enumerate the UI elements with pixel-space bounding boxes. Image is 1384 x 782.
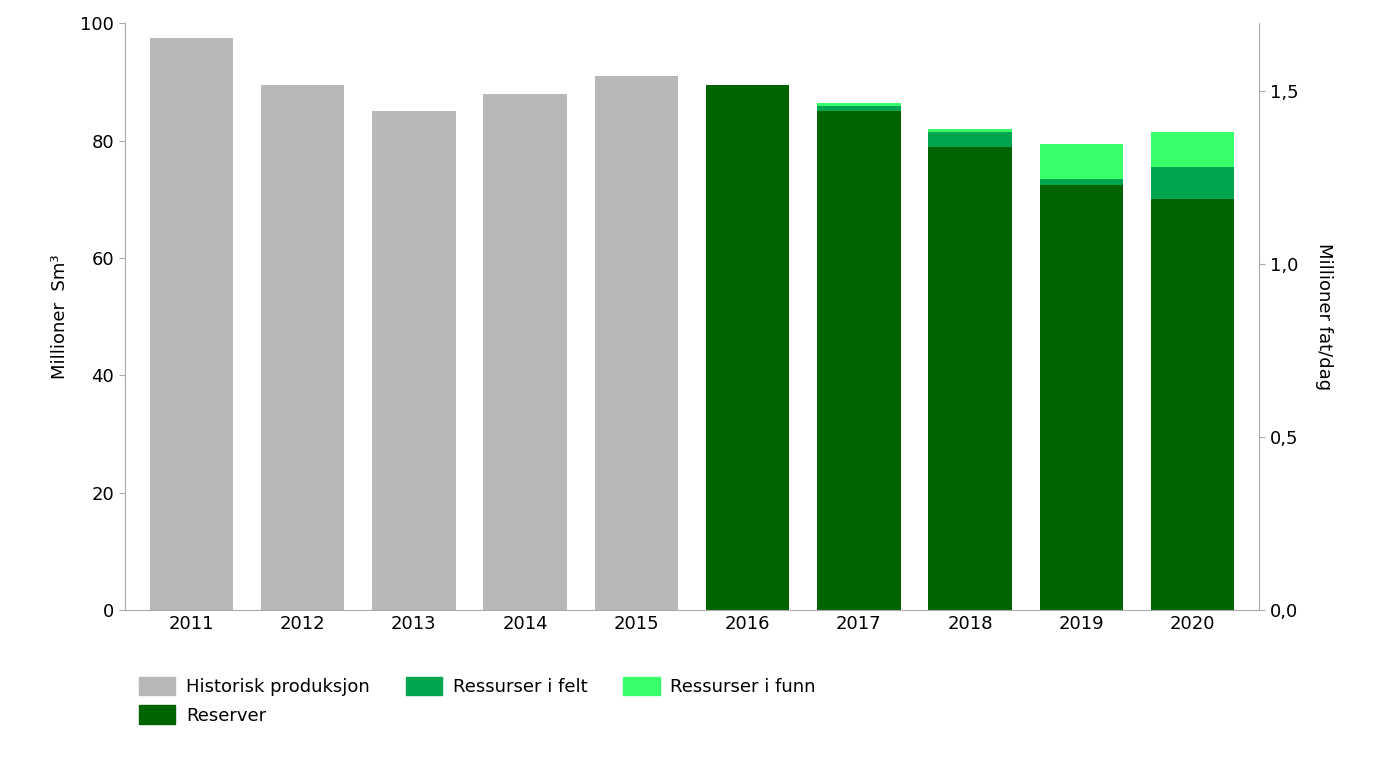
Bar xyxy=(1039,144,1124,179)
Bar xyxy=(706,85,789,610)
Bar xyxy=(817,102,901,106)
Bar xyxy=(929,132,1012,146)
Bar xyxy=(1151,199,1235,610)
Bar xyxy=(260,85,345,610)
Bar xyxy=(1039,179,1124,185)
Bar xyxy=(1039,185,1124,610)
Bar xyxy=(817,111,901,610)
Bar xyxy=(929,146,1012,610)
Bar xyxy=(372,111,455,610)
Bar xyxy=(929,129,1012,132)
Y-axis label: Millioner  Sm³: Millioner Sm³ xyxy=(51,254,69,379)
Bar xyxy=(817,106,901,111)
Legend: Historisk produksjon, Reserver, Ressurser i felt, Ressurser i funn: Historisk produksjon, Reserver, Ressurse… xyxy=(134,672,821,730)
Y-axis label: Millioner fat/dag: Millioner fat/dag xyxy=(1315,243,1333,390)
Bar xyxy=(1151,167,1235,199)
Bar xyxy=(483,94,567,610)
Bar xyxy=(595,76,678,610)
Bar xyxy=(1151,132,1235,167)
Bar xyxy=(149,38,233,610)
